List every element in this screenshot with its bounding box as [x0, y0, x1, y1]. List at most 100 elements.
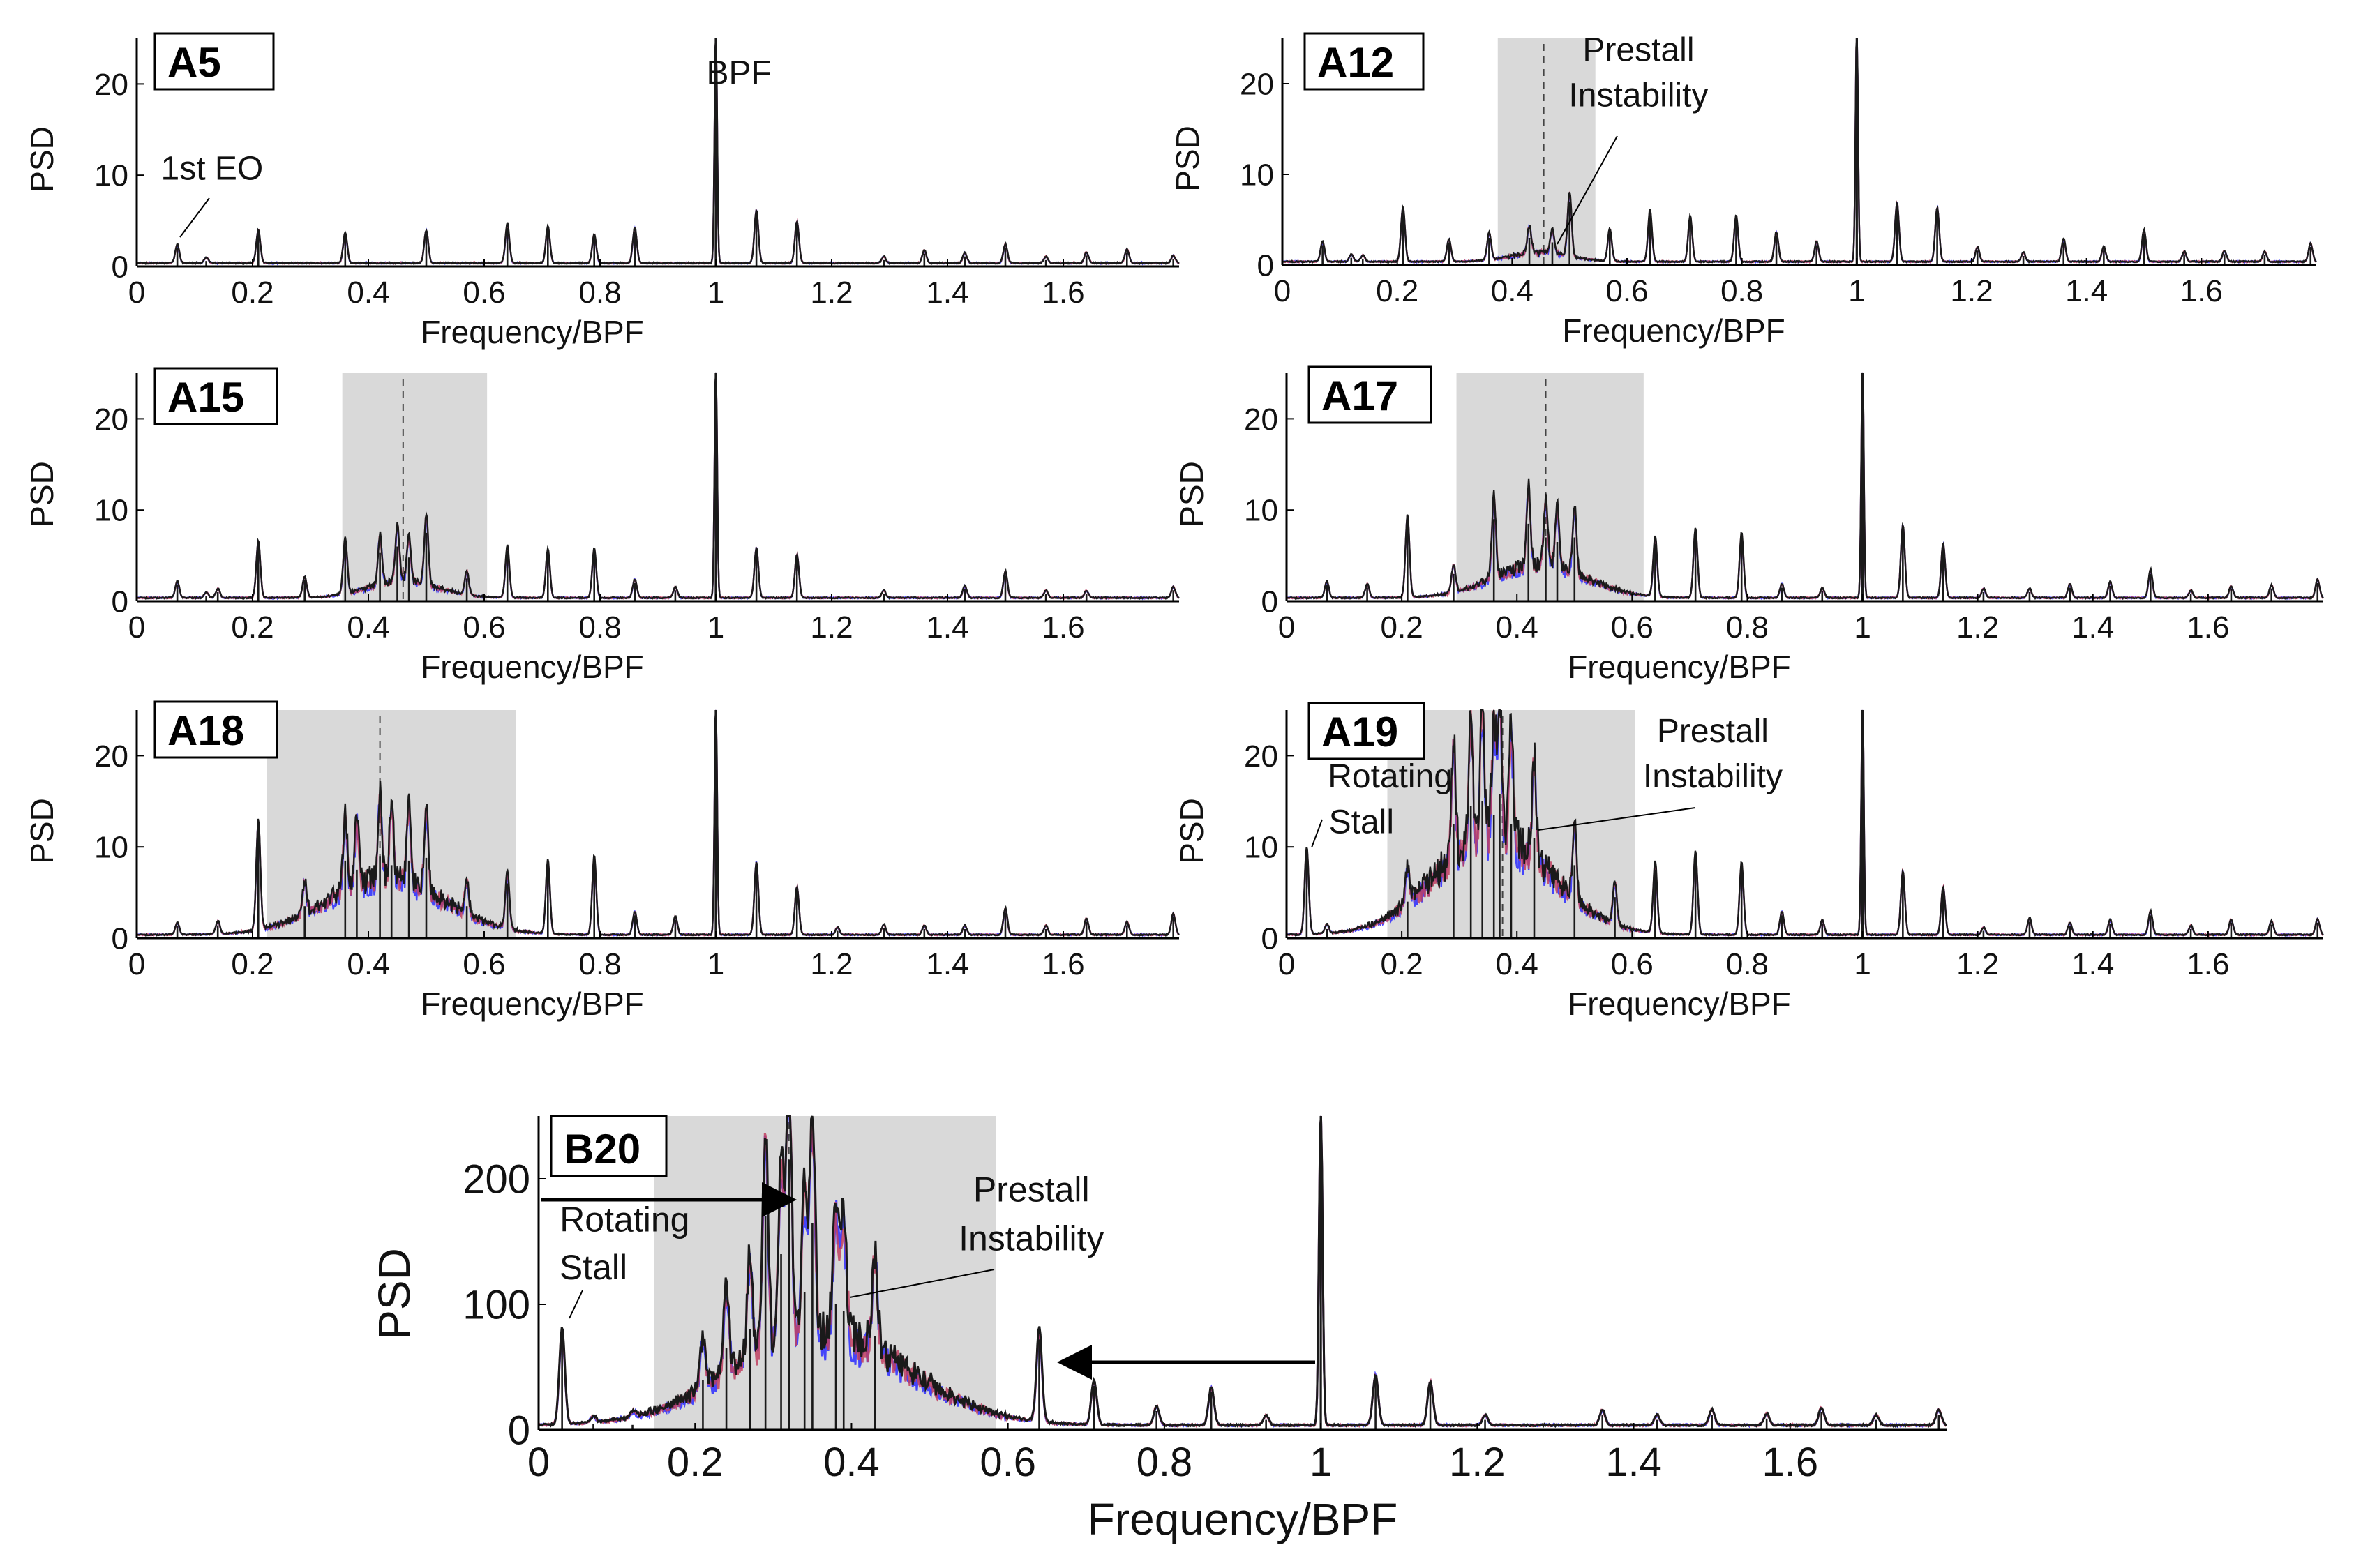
x-tick-label-b20-0: 0 — [527, 1440, 550, 1485]
x-tick-label-a18-0: 0 — [128, 947, 145, 981]
x-tick-label-a19-3: 0.6 — [1611, 947, 1654, 981]
x-tick-label-a19-1: 0.2 — [1381, 947, 1423, 981]
shaded-region-b20 — [654, 1116, 996, 1430]
panel-tag-box-a17 — [1307, 365, 1432, 424]
x-tick-label-a5-6: 1.2 — [810, 276, 853, 310]
x-tick-label-a15-5: 1 — [707, 610, 724, 644]
x-tick-label-a19-6: 1.2 — [1956, 947, 1999, 981]
x-tick-label-a15-0: 0 — [128, 610, 145, 644]
panel-a5: 0 0.2 0.4 0.6 0.8 1 1.2 1.4 1.6 0 10 20 Frequency/BP… — [24, 32, 1180, 350]
series-trace-a5-1 — [136, 38, 1180, 266]
panel-tag-label-b20: B20 — [564, 1126, 640, 1173]
annotation-b20-2: Prestall — [973, 1170, 1090, 1209]
x-tick-label-a15-6: 1.2 — [810, 610, 853, 644]
y-tick-label-a12-2: 20 — [1240, 67, 1274, 101]
y-tick-label-a15-1: 10 — [94, 494, 128, 528]
x-tick-label-a19-2: 0.4 — [1496, 947, 1538, 981]
annotation-b20-1: Stall — [560, 1248, 627, 1287]
x-tick-label-b20-4: 0.8 — [1137, 1440, 1193, 1485]
x-tick-label-a17-1: 0.2 — [1381, 610, 1423, 644]
x-axis-title-a5: Frequency/BPF — [421, 314, 644, 350]
x-tick-label-a19-7: 1.4 — [2071, 947, 2114, 981]
y-axis-title-a19: PSD — [1174, 798, 1210, 864]
x-tick-label-b20-7: 1.4 — [1605, 1440, 1662, 1485]
x-tick-label-a17-7: 1.4 — [2071, 610, 2114, 644]
panel-tag-label-a17: A17 — [1321, 372, 1398, 419]
x-tick-label-a18-8: 1.6 — [1042, 947, 1084, 981]
series-trace-a12-2 — [1282, 38, 2317, 264]
x-tick-label-a17-4: 0.8 — [1726, 610, 1769, 644]
x-tick-label-a12-7: 1.4 — [2065, 274, 2108, 308]
shaded-region-a17 — [1456, 373, 1644, 601]
x-tick-label-a18-7: 1.4 — [926, 947, 968, 981]
annotation-a12-0: Prestall — [1582, 32, 1694, 69]
y-tick-label-a12-1: 10 — [1240, 158, 1274, 192]
panel-tag-label-a18: A18 — [167, 707, 244, 754]
x-tick-label-a18-5: 1 — [707, 947, 724, 981]
pointer-b20-stall — [569, 1290, 583, 1319]
y-tick-label-a17-1: 10 — [1244, 494, 1278, 528]
y-tick-label-a17-2: 20 — [1244, 402, 1278, 437]
annotation-a19-2: Prestall — [1657, 713, 1769, 750]
x-tick-label-a12-6: 1.2 — [1950, 274, 1993, 308]
x-tick-label-a18-1: 0.2 — [231, 947, 273, 981]
x-tick-label-a17-3: 0.6 — [1611, 610, 1654, 644]
x-tick-label-a18-6: 1.2 — [810, 947, 853, 981]
panel-a12: 0 0.2 0.4 0.6 0.8 1 1.2 1.4 1.6 0 10 20 Frequency/BP… — [1169, 32, 2317, 349]
x-tick-label-a12-3: 0.6 — [1605, 274, 1648, 308]
x-tick-label-a19-5: 1 — [1854, 947, 1871, 981]
x-tick-label-a15-4: 0.8 — [578, 610, 621, 644]
series-trace-a15-1 — [136, 372, 1180, 601]
annotation-a19-1: Stall — [1329, 804, 1394, 841]
x-axis-title-a15: Frequency/BPF — [421, 649, 644, 685]
y-tick-label-a19-1: 10 — [1244, 831, 1278, 865]
y-tick-label-a5-2: 20 — [94, 68, 128, 102]
series-trace-a5-0 — [136, 38, 1180, 266]
panel-b20: 0 0.2 0.4 0.6 0.8 1 1.2 1.4 1.6 0 100 200 Frequency/… — [369, 1115, 1947, 1544]
annotation-a5-0: BPF — [707, 54, 772, 91]
x-tick-label-a15-2: 0.4 — [347, 610, 389, 644]
panel-a19: 0 0.2 0.4 0.6 0.8 1 1.2 1.4 1.6 0 10 20 Frequency/BP… — [1174, 702, 2324, 1022]
x-tick-label-a17-8: 1.6 — [2187, 610, 2229, 644]
annotation-b20-0: Rotating — [560, 1200, 689, 1239]
x-tick-label-a5-8: 1.6 — [1042, 276, 1084, 310]
y-axis-title-a18: PSD — [24, 798, 60, 864]
x-tick-label-a12-2: 0.4 — [1491, 274, 1534, 308]
x-tick-label-a12-4: 0.8 — [1720, 274, 1763, 308]
pointer-a19-prestall — [1538, 807, 1696, 831]
x-tick-label-a15-1: 0.2 — [231, 610, 273, 644]
panel-tag-box-a5 — [153, 32, 275, 91]
x-tick-label-a17-2: 0.4 — [1496, 610, 1538, 644]
series-trace-a5-2 — [136, 38, 1180, 266]
x-tick-label-a5-3: 0.6 — [463, 276, 505, 310]
shaded-region-a12 — [1497, 38, 1596, 265]
y-tick-label-a18-2: 20 — [94, 739, 128, 774]
x-tick-label-a5-1: 0.2 — [231, 276, 273, 310]
panel-a18: 0 0.2 0.4 0.6 0.8 1 1.2 1.4 1.6 0 10 20 Frequency/BP… — [24, 700, 1180, 1022]
pointer-a19-stall — [1311, 819, 1323, 848]
annotation-b20-3: Instability — [959, 1219, 1104, 1258]
y-tick-label-a19-0: 0 — [1261, 921, 1278, 956]
pointer-a12-prestall — [1557, 135, 1618, 245]
x-axis-title-b20: Frequency/BPF — [1088, 1494, 1398, 1544]
y-tick-label-b20-0: 0 — [508, 1408, 530, 1453]
series-trace-a17-1 — [1286, 372, 2324, 601]
annotation-a19-0: Rotating — [1328, 758, 1453, 795]
x-axis-title-a12: Frequency/BPF — [1562, 312, 1785, 349]
panel-tag-label-a12: A12 — [1317, 39, 1394, 86]
x-tick-label-a15-3: 0.6 — [463, 610, 505, 644]
x-axis-title-a19: Frequency/BPF — [1568, 986, 1791, 1022]
panel-a17: 0 0.2 0.4 0.6 0.8 1 1.2 1.4 1.6 0 10 20 Frequency/BP… — [1174, 365, 2324, 685]
panel-tag-box-a18 — [153, 700, 278, 759]
x-tick-label-a18-2: 0.4 — [347, 947, 389, 981]
series-trace-a17-0 — [1286, 372, 2324, 601]
shaded-region-a15 — [342, 373, 488, 601]
x-tick-label-a18-4: 0.8 — [578, 947, 621, 981]
x-tick-label-a17-5: 1 — [1854, 610, 1871, 644]
x-tick-label-a5-0: 0 — [128, 276, 145, 310]
panel-tag-box-b20 — [550, 1115, 668, 1177]
panel-tag-box-a12 — [1303, 32, 1425, 91]
y-axis-title-a15: PSD — [24, 461, 60, 527]
x-tick-label-a17-6: 1.2 — [1956, 610, 1999, 644]
